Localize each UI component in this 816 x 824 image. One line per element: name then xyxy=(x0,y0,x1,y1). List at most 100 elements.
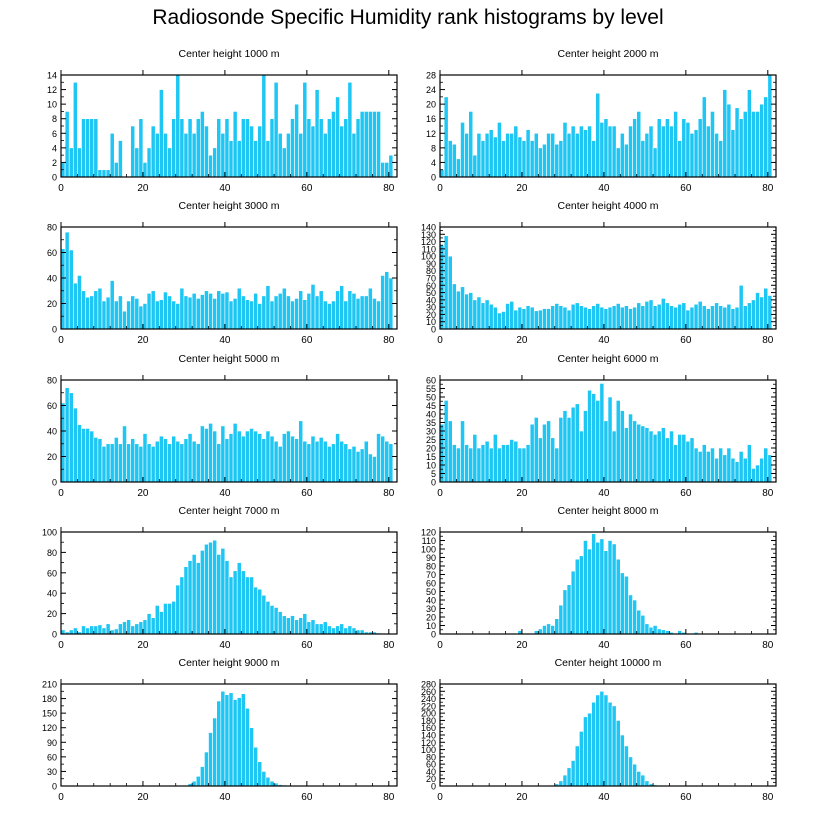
histogram-bar xyxy=(232,111,238,178)
histogram-bar xyxy=(632,420,637,483)
histogram-bar xyxy=(113,437,119,483)
histogram-bar xyxy=(179,576,185,635)
histogram-bar xyxy=(734,306,740,330)
histogram-bar xyxy=(175,74,181,178)
x-tick-label: 20 xyxy=(137,792,149,803)
histogram-bar xyxy=(751,468,756,483)
histogram-bar xyxy=(130,625,136,635)
histogram-bar xyxy=(109,280,115,330)
histogram-bar xyxy=(253,140,258,178)
histogram-bar xyxy=(335,96,340,178)
y-tick-label: 30 xyxy=(426,604,436,614)
histogram-bar xyxy=(456,158,461,178)
histogram-bar xyxy=(513,309,519,330)
y-tick-label: 150 xyxy=(42,709,57,719)
histogram-bar xyxy=(195,775,201,787)
histogram-bar xyxy=(562,774,568,787)
histogram-bar xyxy=(595,303,601,330)
histogram-bar xyxy=(665,302,670,330)
histogram-bar xyxy=(281,147,287,178)
histogram-bar xyxy=(747,444,752,483)
y-tick-label: 80 xyxy=(426,266,436,276)
histogram-bar xyxy=(595,92,601,178)
histogram-bar xyxy=(759,103,765,178)
histogram-bar xyxy=(742,111,748,178)
histogram-bar xyxy=(146,443,152,483)
histogram-bar xyxy=(372,111,377,178)
x-tick-label: 20 xyxy=(516,640,528,651)
y-tick-label: 20 xyxy=(47,452,57,462)
histogram-bar xyxy=(611,125,617,178)
histogram-bar xyxy=(562,306,568,330)
x-tick-label: 80 xyxy=(383,335,395,346)
histogram-bar xyxy=(298,290,304,330)
histogram-bar xyxy=(236,287,242,330)
histogram-bar xyxy=(648,125,654,178)
histogram-bar xyxy=(677,140,683,178)
x-tick-label: 40 xyxy=(598,488,610,499)
histogram-bar xyxy=(472,434,478,483)
y-tick-label: 0 xyxy=(431,478,436,488)
histogram-bar xyxy=(697,451,703,483)
histogram-bar xyxy=(579,555,584,635)
y-tick-label: 120 xyxy=(421,237,436,247)
histogram-bar xyxy=(624,427,629,483)
histogram-bar xyxy=(77,275,82,330)
y-tick-label: 80 xyxy=(47,548,57,558)
histogram-bar xyxy=(220,132,226,178)
histogram-bar xyxy=(249,125,254,178)
histogram-bar xyxy=(368,453,373,483)
histogram-bar xyxy=(163,291,168,330)
histogram-bar xyxy=(591,140,597,178)
histogram-bar xyxy=(660,125,666,178)
histogram-bar xyxy=(492,136,498,178)
histogram-bar xyxy=(468,292,474,330)
histogram-bar xyxy=(200,111,205,178)
histogram-bar xyxy=(607,540,613,635)
histogram-bar xyxy=(558,140,564,178)
histogram-bar xyxy=(554,303,560,330)
histogram-bar xyxy=(212,147,218,178)
histogram-bar xyxy=(208,292,213,330)
panel-10: Center height 10000 m0 20 40 60 800204060801… xyxy=(421,657,777,803)
y-tick-label: 0 xyxy=(431,173,436,183)
y-tick-label: 40 xyxy=(47,589,57,599)
x-tick-label: 0 xyxy=(58,792,64,803)
histogram-bar xyxy=(208,732,213,787)
histogram-bar xyxy=(150,125,156,178)
histogram-bar xyxy=(513,440,519,483)
histogram-bar xyxy=(468,111,474,178)
histogram-bar xyxy=(322,440,328,483)
x-tick-label: 60 xyxy=(680,792,692,803)
histogram-bar xyxy=(101,169,107,178)
histogram-bar xyxy=(640,140,646,178)
histogram-bar xyxy=(376,111,381,178)
histogram-bar xyxy=(228,576,234,635)
x-tick-label: 20 xyxy=(516,183,528,194)
histogram-bar xyxy=(286,295,291,330)
histogram-bar xyxy=(310,125,316,178)
x-tick-label: 20 xyxy=(516,792,528,803)
histogram-bar xyxy=(93,625,99,635)
histogram-bar xyxy=(451,143,457,178)
y-tick-label: 120 xyxy=(42,723,57,733)
histogram-bar xyxy=(380,162,386,178)
y-tick-label: 14 xyxy=(47,71,57,81)
y-tick-label: 10 xyxy=(426,317,436,327)
histogram-bar xyxy=(697,118,703,178)
y-tick-label: 80 xyxy=(426,752,436,762)
histogram-bar xyxy=(591,701,597,787)
histogram-bar xyxy=(200,425,205,483)
histogram-bar xyxy=(542,308,547,330)
y-tick-label: 70 xyxy=(426,274,436,284)
histogram-bar xyxy=(167,147,172,178)
histogram-bar xyxy=(89,430,95,483)
histogram-bar xyxy=(134,443,140,483)
histogram-bar xyxy=(464,293,469,330)
histogram-bar xyxy=(179,118,185,178)
panel-9: Center height 9000 m 0 20 40 60 80 0 30 60 90 120 1… xyxy=(42,657,398,803)
histogram-bar xyxy=(64,387,70,483)
histogram-bar xyxy=(273,607,279,635)
histogram-bar xyxy=(339,285,345,330)
histogram-bar xyxy=(447,420,453,483)
